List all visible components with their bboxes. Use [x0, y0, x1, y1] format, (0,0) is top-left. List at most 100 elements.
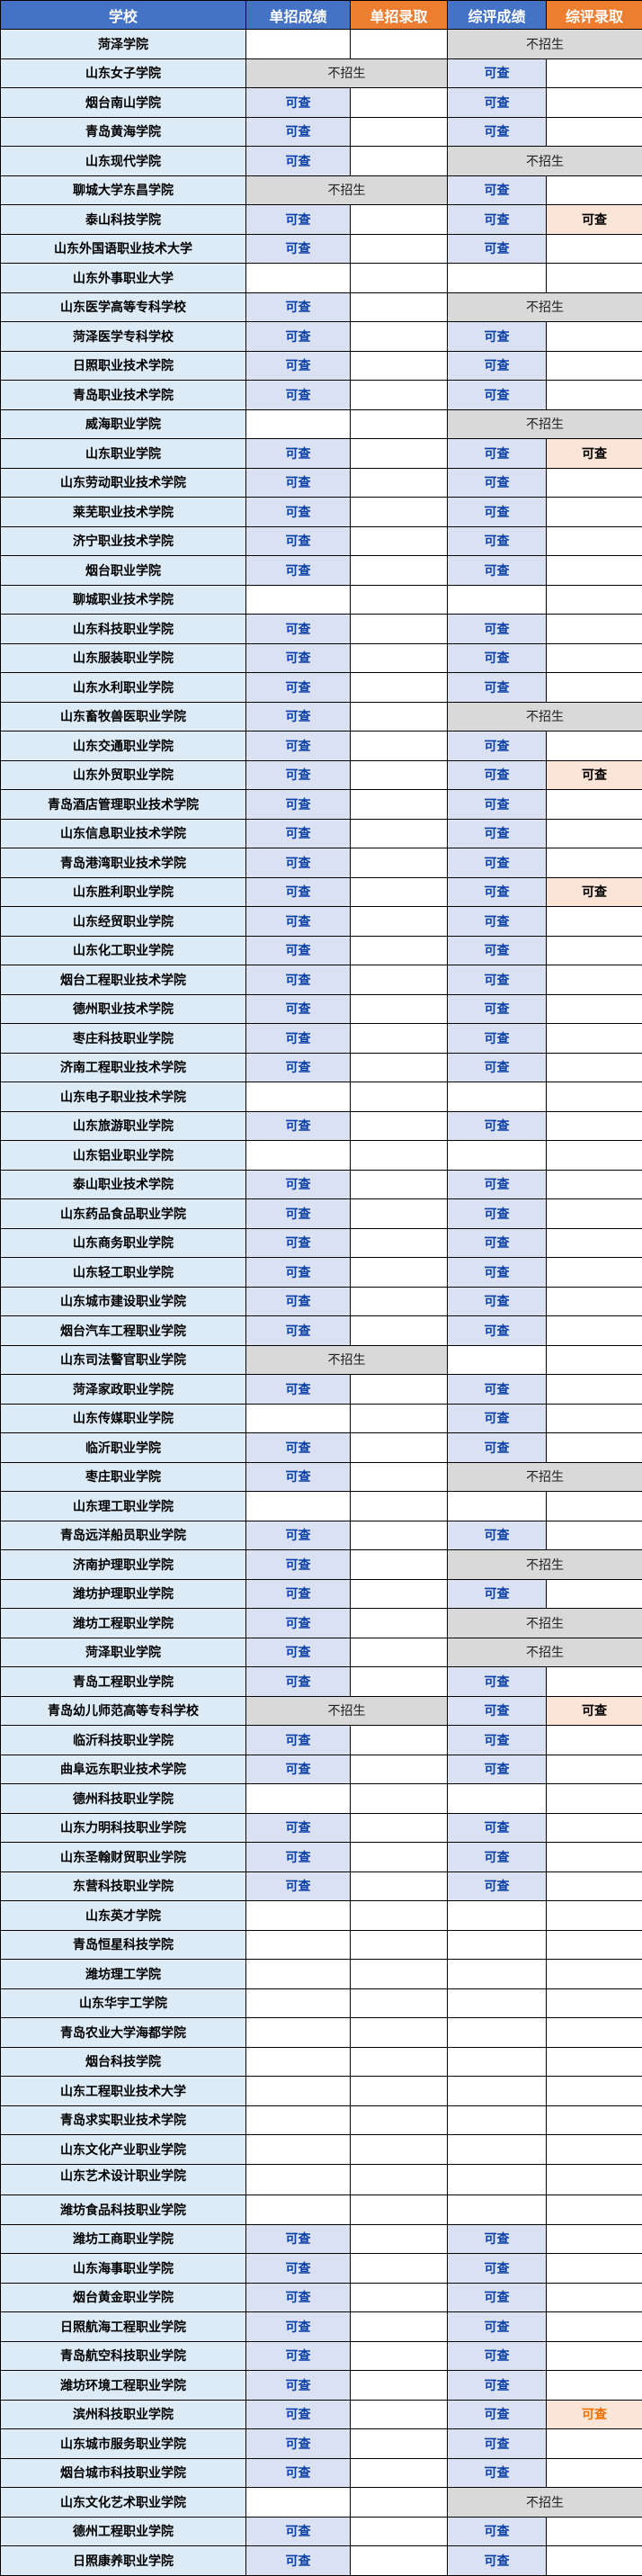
danzhao-score-link[interactable]: 可查 — [246, 760, 351, 790]
zongping-score-link[interactable]: 可查 — [448, 322, 547, 352]
zongping-score-link[interactable]: 可查 — [448, 643, 547, 673]
zongping-score-link[interactable]: 可查 — [448, 1726, 547, 1755]
danzhao-score-link[interactable]: 可查 — [246, 2371, 351, 2401]
danzhao-score-link[interactable]: 可查 — [246, 877, 351, 907]
zongping-score-link[interactable]: 可查 — [448, 2283, 547, 2312]
zongping-admit-link[interactable]: 可查 — [547, 1696, 642, 1726]
zongping-score-link[interactable]: 可查 — [448, 1170, 547, 1199]
danzhao-score-link[interactable]: 可查 — [246, 965, 351, 995]
zongping-score-link[interactable]: 可查 — [448, 1404, 547, 1433]
danzhao-score-link[interactable]: 可查 — [246, 994, 351, 1024]
danzhao-score-link[interactable]: 可查 — [246, 1433, 351, 1463]
danzhao-score-link[interactable]: 可查 — [246, 322, 351, 352]
zongping-score-link[interactable]: 可查 — [448, 234, 547, 264]
danzhao-score-link[interactable]: 可查 — [246, 234, 351, 264]
danzhao-score-link[interactable]: 可查 — [246, 2458, 351, 2488]
danzhao-score-link[interactable]: 可查 — [246, 1199, 351, 1229]
zongping-score-link[interactable]: 可查 — [448, 760, 547, 790]
zongping-admit-link[interactable]: 可查 — [547, 760, 642, 790]
danzhao-score-link[interactable]: 可查 — [246, 1316, 351, 1346]
zongping-score-link[interactable]: 可查 — [448, 2429, 547, 2459]
danzhao-score-link[interactable]: 可查 — [246, 1550, 351, 1580]
danzhao-score-link[interactable]: 可查 — [246, 1228, 351, 1258]
danzhao-score-link[interactable]: 可查 — [246, 1726, 351, 1755]
danzhao-score-link[interactable]: 可查 — [246, 907, 351, 937]
zongping-score-link[interactable]: 可查 — [448, 1813, 547, 1843]
danzhao-score-link[interactable]: 可查 — [246, 1258, 351, 1288]
danzhao-score-link[interactable]: 可查 — [246, 147, 351, 176]
danzhao-score-link[interactable]: 可查 — [246, 2224, 351, 2254]
zongping-score-link[interactable]: 可查 — [448, 1871, 547, 1901]
danzhao-score-link[interactable]: 可查 — [246, 2429, 351, 2459]
danzhao-score-link[interactable]: 可查 — [246, 673, 351, 703]
zongping-score-link[interactable]: 可查 — [448, 1755, 547, 1784]
zongping-score-link[interactable]: 可查 — [448, 1579, 547, 1609]
danzhao-score-link[interactable]: 可查 — [246, 1843, 351, 1872]
zongping-score-link[interactable]: 可查 — [448, 673, 547, 703]
zongping-score-link[interactable]: 可查 — [448, 1696, 547, 1726]
zongping-admit-link[interactable]: 可查 — [547, 877, 642, 907]
zongping-score-link[interactable]: 可查 — [448, 381, 547, 410]
danzhao-score-link[interactable]: 可查 — [246, 1521, 351, 1550]
zongping-score-link[interactable]: 可查 — [448, 1843, 547, 1872]
zongping-score-link[interactable]: 可查 — [448, 1024, 547, 1054]
zongping-score-link[interactable]: 可查 — [448, 936, 547, 965]
danzhao-score-link[interactable]: 可查 — [246, 1111, 351, 1141]
zongping-score-link[interactable]: 可查 — [448, 1258, 547, 1288]
zongping-score-link[interactable]: 可查 — [448, 2371, 547, 2401]
danzhao-score-link[interactable]: 可查 — [246, 88, 351, 118]
danzhao-score-link[interactable]: 可查 — [246, 702, 351, 732]
zongping-score-link[interactable]: 可查 — [448, 117, 547, 147]
danzhao-score-link[interactable]: 可查 — [246, 1579, 351, 1609]
zongping-score-link[interactable]: 可查 — [448, 2224, 547, 2254]
zongping-score-link[interactable]: 可查 — [448, 175, 547, 205]
zongping-score-link[interactable]: 可查 — [448, 2458, 547, 2488]
danzhao-score-link[interactable]: 可查 — [246, 2400, 351, 2429]
zongping-admit-link[interactable]: 可查 — [547, 2400, 642, 2429]
zongping-score-link[interactable]: 可查 — [448, 2254, 547, 2284]
danzhao-score-link[interactable]: 可查 — [246, 1170, 351, 1199]
danzhao-score-link[interactable]: 可查 — [246, 117, 351, 147]
danzhao-score-link[interactable]: 可查 — [246, 1375, 351, 1405]
zongping-score-link[interactable]: 可查 — [448, 848, 547, 878]
danzhao-score-link[interactable]: 可查 — [246, 1755, 351, 1784]
zongping-admit-link[interactable]: 可查 — [547, 439, 642, 469]
danzhao-score-link[interactable]: 可查 — [246, 1462, 351, 1492]
zongping-score-link[interactable]: 可查 — [448, 351, 547, 381]
zongping-score-link[interactable]: 可查 — [448, 994, 547, 1024]
danzhao-score-link[interactable]: 可查 — [246, 1024, 351, 1054]
zongping-score-link[interactable]: 可查 — [448, 1287, 547, 1316]
zongping-score-link[interactable]: 可查 — [448, 1053, 547, 1082]
danzhao-score-link[interactable]: 可查 — [246, 790, 351, 820]
danzhao-score-link[interactable]: 可查 — [246, 2341, 351, 2371]
zongping-score-link[interactable]: 可查 — [448, 2341, 547, 2371]
danzhao-score-link[interactable]: 可查 — [246, 1053, 351, 1082]
danzhao-score-link[interactable]: 可查 — [246, 1287, 351, 1316]
zongping-score-link[interactable]: 可查 — [448, 1111, 547, 1141]
danzhao-score-link[interactable]: 可查 — [246, 205, 351, 235]
zongping-score-link[interactable]: 可查 — [448, 2546, 547, 2576]
danzhao-score-link[interactable]: 可查 — [246, 643, 351, 673]
zongping-admit-link[interactable]: 可查 — [547, 205, 642, 235]
zongping-score-link[interactable]: 可查 — [448, 2400, 547, 2429]
danzhao-score-link[interactable]: 可查 — [246, 292, 351, 322]
zongping-score-link[interactable]: 可查 — [448, 2312, 547, 2342]
zongping-score-link[interactable]: 可查 — [448, 58, 547, 88]
danzhao-score-link[interactable]: 可查 — [246, 936, 351, 965]
zongping-score-link[interactable]: 可查 — [448, 439, 547, 469]
danzhao-score-link[interactable]: 可查 — [246, 2283, 351, 2312]
danzhao-score-link[interactable]: 可查 — [246, 439, 351, 469]
zongping-score-link[interactable]: 可查 — [448, 1199, 547, 1229]
danzhao-score-link[interactable]: 可查 — [246, 848, 351, 878]
zongping-score-link[interactable]: 可查 — [448, 205, 547, 235]
danzhao-score-link[interactable]: 可查 — [246, 351, 351, 381]
danzhao-score-link[interactable]: 可查 — [246, 2312, 351, 2342]
danzhao-score-link[interactable]: 可查 — [246, 2517, 351, 2546]
zongping-score-link[interactable]: 可查 — [448, 1433, 547, 1463]
zongping-score-link[interactable]: 可查 — [448, 907, 547, 937]
danzhao-score-link[interactable]: 可查 — [246, 1667, 351, 1697]
zongping-score-link[interactable]: 可查 — [448, 1667, 547, 1697]
danzhao-score-link[interactable]: 可查 — [246, 381, 351, 410]
zongping-score-link[interactable]: 可查 — [448, 1316, 547, 1346]
zongping-score-link[interactable]: 可查 — [448, 88, 547, 118]
